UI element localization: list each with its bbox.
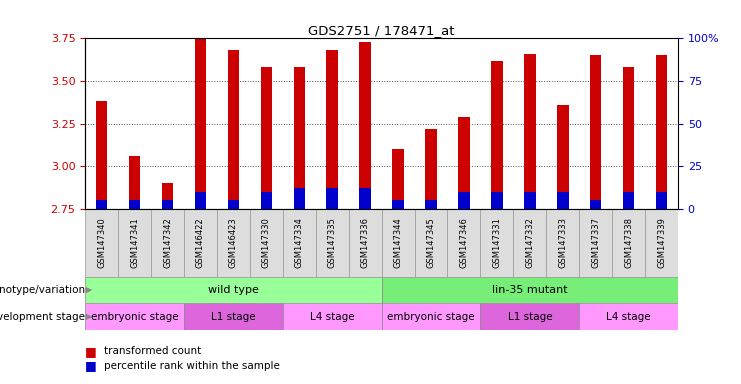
- Text: development stage: development stage: [0, 312, 85, 322]
- Text: GSM147344: GSM147344: [393, 217, 402, 268]
- Text: GSM147346: GSM147346: [459, 217, 468, 268]
- Text: GSM147337: GSM147337: [591, 217, 600, 268]
- Bar: [227, 50, 239, 209]
- Bar: [283, 303, 382, 330]
- Bar: [250, 209, 283, 277]
- Bar: [118, 209, 151, 277]
- Bar: [359, 188, 371, 209]
- Text: embryonic stage: embryonic stage: [91, 312, 179, 322]
- Bar: [579, 303, 678, 330]
- Bar: [217, 209, 250, 277]
- Text: wild type: wild type: [208, 285, 259, 295]
- Text: GSM146422: GSM146422: [196, 217, 205, 268]
- Bar: [327, 50, 338, 209]
- Bar: [414, 209, 448, 277]
- Bar: [448, 209, 480, 277]
- Bar: [184, 303, 283, 330]
- Bar: [85, 277, 382, 303]
- Text: GSM147333: GSM147333: [558, 217, 568, 268]
- Bar: [316, 209, 349, 277]
- Bar: [162, 200, 173, 209]
- Text: L1 stage: L1 stage: [211, 312, 256, 322]
- Bar: [195, 192, 206, 209]
- Bar: [293, 188, 305, 209]
- Bar: [645, 209, 678, 277]
- Bar: [162, 183, 173, 209]
- Text: L4 stage: L4 stage: [310, 312, 354, 322]
- Bar: [85, 209, 118, 277]
- Bar: [524, 54, 536, 209]
- Bar: [227, 200, 239, 209]
- Bar: [480, 303, 579, 330]
- Text: transformed count: transformed count: [104, 346, 201, 356]
- Bar: [623, 192, 634, 209]
- Bar: [382, 303, 480, 330]
- Bar: [656, 55, 668, 209]
- Bar: [557, 192, 568, 209]
- Text: lin-35 mutant: lin-35 mutant: [492, 285, 568, 295]
- Bar: [392, 149, 404, 209]
- Text: genotype/variation: genotype/variation: [0, 285, 85, 295]
- Bar: [546, 209, 579, 277]
- Bar: [283, 209, 316, 277]
- Bar: [184, 209, 217, 277]
- Bar: [349, 209, 382, 277]
- Bar: [656, 192, 668, 209]
- Text: L4 stage: L4 stage: [606, 312, 651, 322]
- Bar: [293, 67, 305, 209]
- Text: ■: ■: [85, 345, 101, 358]
- Text: L1 stage: L1 stage: [508, 312, 552, 322]
- Bar: [129, 200, 140, 209]
- Bar: [359, 42, 371, 209]
- Bar: [590, 200, 602, 209]
- Text: GSM147335: GSM147335: [328, 217, 336, 268]
- Bar: [85, 303, 184, 330]
- Text: GSM147341: GSM147341: [130, 217, 139, 268]
- Bar: [612, 209, 645, 277]
- Bar: [524, 192, 536, 209]
- Text: GSM147330: GSM147330: [262, 217, 271, 268]
- Bar: [425, 200, 436, 209]
- Text: GSM147334: GSM147334: [295, 217, 304, 268]
- Bar: [480, 209, 514, 277]
- Bar: [623, 67, 634, 209]
- Text: GSM147339: GSM147339: [657, 217, 666, 268]
- Text: GSM147331: GSM147331: [492, 217, 502, 268]
- Text: GSM146423: GSM146423: [229, 217, 238, 268]
- Bar: [425, 129, 436, 209]
- Text: ■: ■: [85, 359, 101, 372]
- Bar: [261, 67, 272, 209]
- Bar: [96, 200, 107, 209]
- Text: GSM147340: GSM147340: [97, 217, 106, 268]
- Bar: [392, 200, 404, 209]
- Bar: [557, 105, 568, 209]
- Bar: [491, 61, 502, 209]
- Bar: [327, 188, 338, 209]
- Text: GSM147345: GSM147345: [427, 217, 436, 268]
- Bar: [514, 209, 546, 277]
- Text: percentile rank within the sample: percentile rank within the sample: [104, 361, 279, 371]
- Text: GSM147336: GSM147336: [361, 217, 370, 268]
- Bar: [261, 192, 272, 209]
- Text: embryonic stage: embryonic stage: [388, 312, 475, 322]
- Bar: [590, 55, 602, 209]
- Bar: [195, 38, 206, 209]
- Bar: [458, 192, 470, 209]
- Text: GSM147342: GSM147342: [163, 217, 172, 268]
- Title: GDS2751 / 178471_at: GDS2751 / 178471_at: [308, 24, 455, 37]
- Bar: [491, 192, 502, 209]
- Bar: [382, 277, 678, 303]
- Bar: [579, 209, 612, 277]
- Bar: [382, 209, 414, 277]
- Bar: [129, 156, 140, 209]
- Text: GSM147338: GSM147338: [624, 217, 633, 268]
- Bar: [96, 101, 107, 209]
- Bar: [458, 117, 470, 209]
- Bar: [151, 209, 184, 277]
- Text: GSM147332: GSM147332: [525, 217, 534, 268]
